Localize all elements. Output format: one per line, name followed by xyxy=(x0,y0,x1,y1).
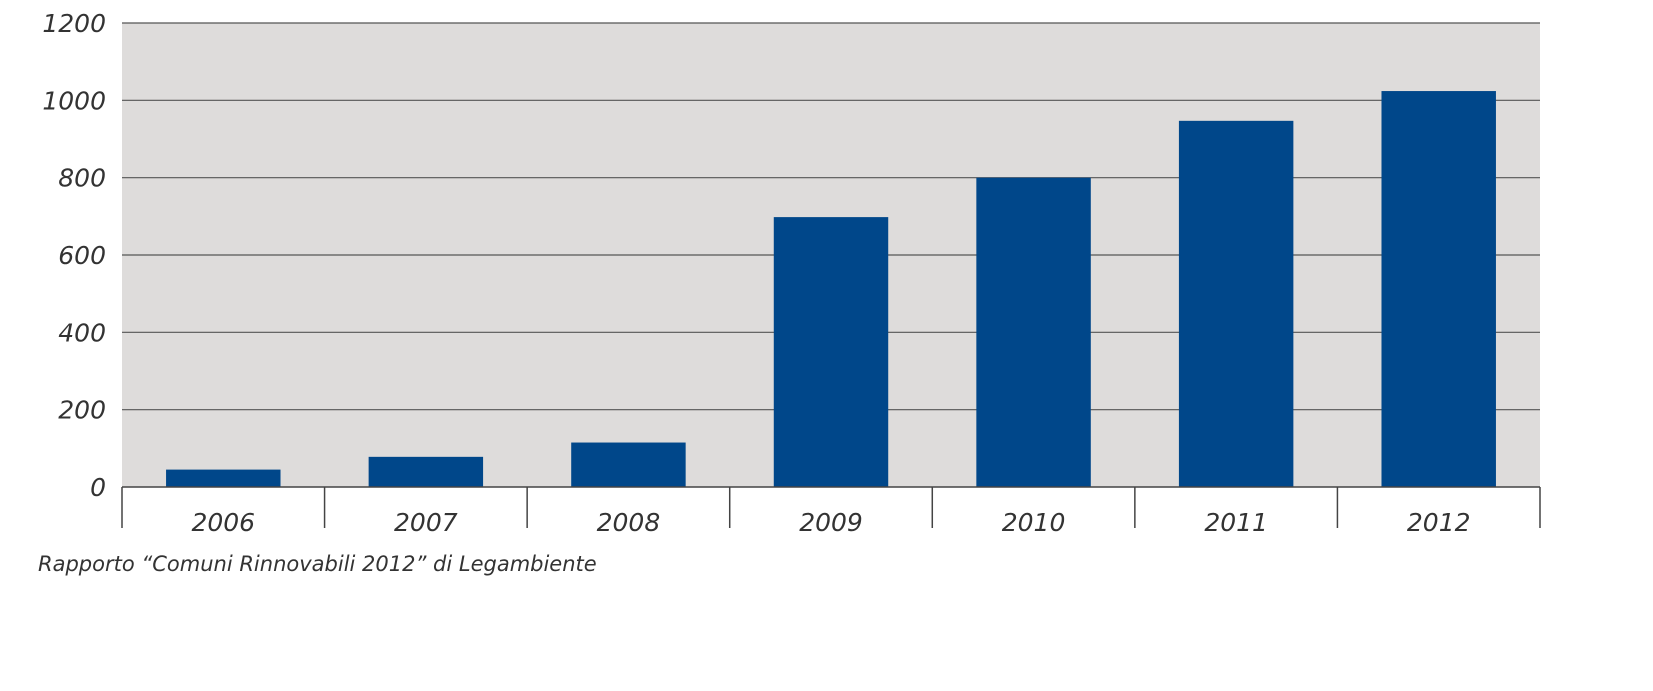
x-tick-label: 2007 xyxy=(394,508,458,537)
bar xyxy=(571,442,686,487)
x-axis: 2006 2007 2008 2009 2010 2011 2012 xyxy=(121,486,1541,537)
bar xyxy=(1178,120,1294,488)
y-tick-label: 0 xyxy=(90,473,106,502)
y-tick-label: 200 xyxy=(58,396,106,425)
y-tick-label: 800 xyxy=(58,164,106,193)
bar xyxy=(368,456,484,487)
y-tick-label: 1200 xyxy=(42,9,106,38)
x-tick-label: 2012 xyxy=(1407,508,1471,537)
x-tick-label: 2009 xyxy=(799,508,863,537)
source-note: Rapporto “Comuni Rinnovabili 2012” di Le… xyxy=(38,552,597,576)
y-tick-label: 600 xyxy=(58,241,106,270)
y-tick-label: 1000 xyxy=(42,86,106,115)
bar xyxy=(976,177,1091,487)
bar xyxy=(773,217,889,487)
bars-group xyxy=(166,91,1496,488)
x-tick-label: 2008 xyxy=(597,508,661,537)
y-axis: 0 200 400 600 800 1000 1200 xyxy=(42,9,106,502)
y-tick-label: 400 xyxy=(58,318,106,347)
bar xyxy=(166,469,281,487)
x-tick-label: 2010 xyxy=(1002,508,1066,537)
bar xyxy=(1381,91,1496,487)
x-tick-label: 2011 xyxy=(1204,508,1268,537)
x-tick-label: 2006 xyxy=(191,508,255,537)
